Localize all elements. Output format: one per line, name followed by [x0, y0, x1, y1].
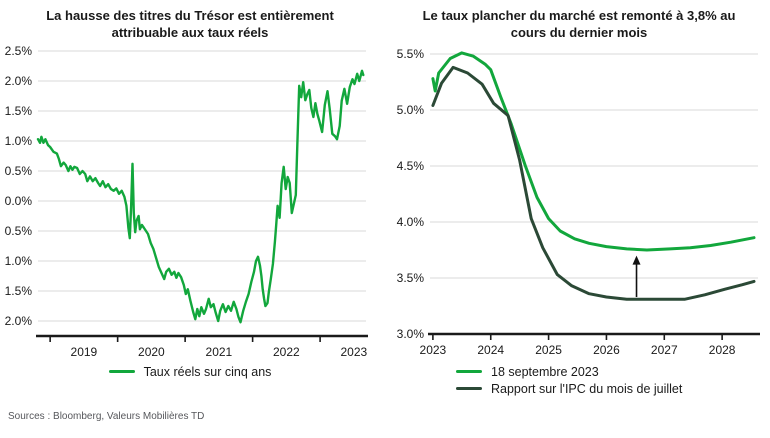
x-axis-tick-label: 2023 [420, 343, 447, 357]
y-axis-tick-label: 3.5% [397, 271, 425, 285]
y-axis-tick-label: -1.5% [4, 284, 32, 298]
x-axis-tick-label: 2023 [341, 345, 368, 359]
y-axis-tick-label: 3.0% [397, 327, 425, 341]
x-axis-tick-label: 2027 [651, 343, 678, 357]
real-rates-chart: 2.5% 2.0% 1.5% 1.0% 0.5% 0.0% -0.5% -1.0% -1.5% -… [4, 44, 368, 359]
legend-item: Rapport sur l'IPC du mois de juillet [456, 382, 766, 396]
y-axis-tick-label: 0.0% [5, 194, 33, 208]
legend-line-swatch [108, 370, 135, 374]
y-axis-tick-label: 1.5% [5, 104, 33, 118]
y-axis-tick-label: 2.0% [5, 74, 33, 88]
x-axis-tick-label: 2020 [138, 345, 165, 359]
annotation-arrowhead [632, 255, 641, 265]
x-axis-tick-label: 2022 [273, 345, 300, 359]
left-legend: Taux réels sur cinq ans [4, 365, 376, 379]
series-line [36, 69, 365, 324]
y-axis-tick-label: 4.0% [397, 215, 425, 229]
x-axis-tick-label: 2021 [206, 345, 233, 359]
legend-label: 18 septembre 2023 [491, 364, 599, 379]
series-line [431, 65, 756, 301]
legend-label: Taux réels sur cinq ans [143, 364, 272, 379]
left-chart-title: La hausse des titres du Trésor est entiè… [46, 8, 334, 40]
market-floor-chart: 5.5% 5.0% 4.5% 4.0% 3.5% 3.0% 2023 2024 2025 2026… [397, 47, 760, 357]
legend-item: 18 septembre 2023 [456, 365, 766, 379]
legend-line-swatch [456, 387, 482, 391]
legend-item: Taux réels sur cinq ans [108, 364, 272, 379]
y-axis-tick-label: 4.5% [397, 159, 425, 173]
x-axis-tick-label: 2028 [709, 343, 736, 357]
series-line [431, 51, 756, 252]
real-rates-panel: La hausse des titres du Trésor est entiè… [4, 6, 376, 379]
y-axis-tick-label: 0.5% [5, 164, 33, 178]
x-axis-tick-label: 2026 [593, 343, 620, 357]
source-note: Sources : Bloomberg, Valeurs Mobilières … [8, 411, 205, 422]
x-axis-tick-label: 2024 [477, 343, 504, 357]
x-axis-tick-label: 2019 [71, 345, 98, 359]
legend-label: Rapport sur l'IPC du mois de juillet [491, 381, 683, 396]
y-axis-tick-label: -1.0% [4, 254, 32, 268]
x-axis-tick-label: 2025 [535, 343, 562, 357]
y-axis-tick-label: 1.0% [5, 134, 33, 148]
y-axis-tick-label: -2.0% [4, 314, 32, 328]
y-axis-tick-label: 5.5% [397, 47, 425, 61]
right-chart-title: Le taux plancher du marché est remonté à… [422, 8, 736, 40]
legend-line-swatch [456, 370, 482, 374]
y-axis-tick-label: 5.0% [397, 103, 425, 117]
right-legend: 18 septembre 2023 Rapport sur l'IPC du m… [392, 365, 766, 396]
market-floor-panel: Le taux plancher du marché est remonté à… [392, 6, 766, 396]
y-axis-tick-label: 2.5% [5, 44, 33, 58]
y-axis-tick-label: -0.5% [4, 224, 32, 238]
